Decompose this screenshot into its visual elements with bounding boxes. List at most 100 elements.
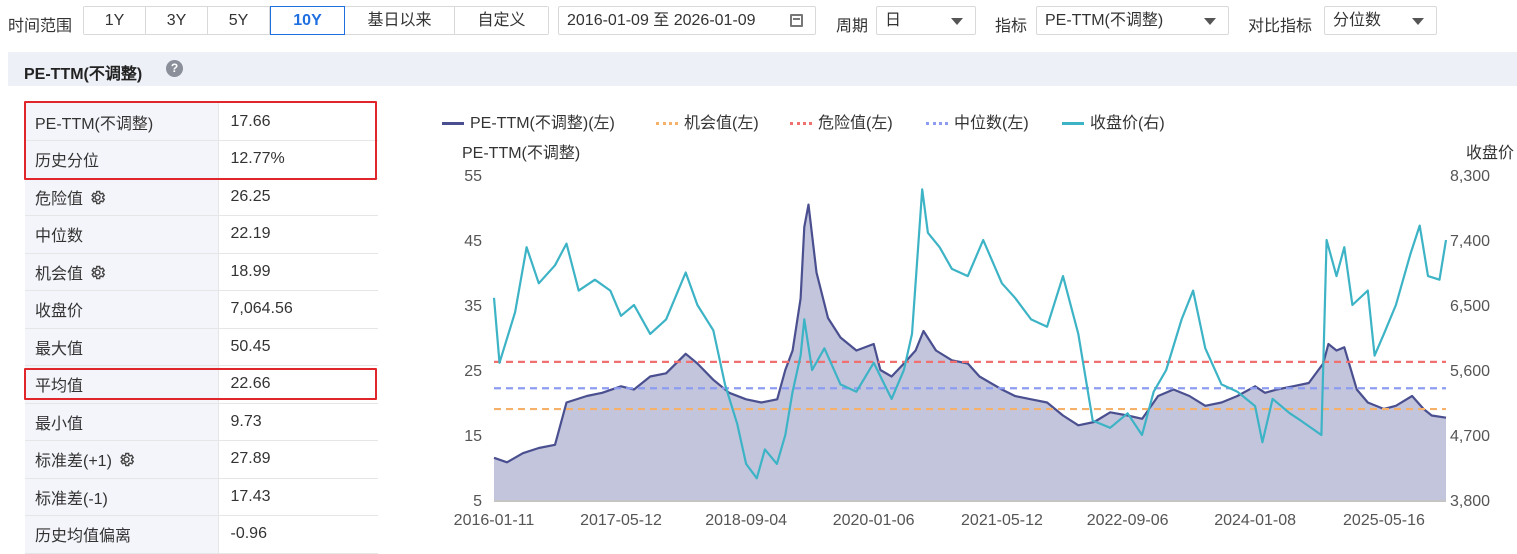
- compare-select[interactable]: 分位数: [1324, 6, 1437, 35]
- stat-label: 标准差(-1): [25, 478, 218, 516]
- highlight-box-current: [24, 101, 377, 180]
- stat-value: 17.43: [217, 478, 378, 516]
- stat-value: 17.66: [217, 103, 378, 141]
- gear-icon[interactable]: [89, 264, 106, 281]
- stats-row: 历史均值偏离 -0.96: [25, 515, 378, 554]
- pe-area: [494, 204, 1446, 500]
- legend-item-danger[interactable]: 危险值(左): [790, 109, 893, 133]
- stat-label: 平均值: [25, 365, 218, 404]
- stat-label-text: 最大值: [35, 340, 84, 358]
- stat-label: 危险值: [25, 178, 218, 216]
- y-axis-left-title: PE-TTM(不调整): [462, 144, 580, 162]
- range-5y-button[interactable]: 5Y: [208, 7, 270, 34]
- stat-value: 9.73: [217, 403, 378, 441]
- legend-pe-label: PE-TTM(不调整)(左): [470, 115, 615, 132]
- close-price-line: [492, 188, 1448, 480]
- highlight-box-average: [24, 368, 377, 400]
- legend-item-opportunity[interactable]: 机会值(左): [656, 109, 759, 133]
- legend-item-pe[interactable]: PE-TTM(不调整)(左): [442, 109, 615, 133]
- section-title: PE-TTM(不调整): [24, 66, 143, 83]
- stat-label-text: 机会值: [35, 265, 84, 283]
- legend-median-swatch: [926, 122, 948, 126]
- stats-row: 机会值 18.99: [25, 253, 378, 291]
- date-range-value: 2016-01-09 至 2026-01-09: [567, 12, 756, 29]
- stat-label-text: 标准差(-1): [35, 490, 108, 508]
- stats-row: 平均值 22.66: [25, 365, 378, 404]
- help-icon[interactable]: ?: [166, 60, 183, 77]
- y-left-tick-label: 35: [464, 298, 482, 315]
- period-label: 周期: [836, 18, 869, 35]
- stats-row: 标准差(-1) 17.43: [25, 478, 378, 516]
- stat-label-text: 历史均值偏离: [35, 528, 132, 546]
- period-select[interactable]: 日: [876, 6, 976, 35]
- legend-pe-swatch: [442, 122, 464, 126]
- stat-label: 中位数: [25, 215, 218, 254]
- stats-table: PE-TTM(不调整) 17.66 历史分位 12.77% 危险值 26.25 中位数 22.…: [25, 103, 378, 554]
- stat-label: 历史均值偏离: [25, 515, 218, 554]
- y-right-tick-label: 8,300: [1450, 168, 1490, 185]
- stat-label: 最小值: [25, 403, 218, 441]
- y-left-tick-label: 25: [464, 363, 482, 380]
- stat-label-text: 中位数: [35, 228, 84, 246]
- legend-danger-label: 危险值(左): [818, 115, 893, 132]
- range-3y-button[interactable]: 3Y: [146, 7, 208, 34]
- range-10y-button[interactable]: 10Y: [270, 6, 345, 35]
- stats-row: 最小值 9.73: [25, 403, 378, 441]
- legend-median-label: 中位数(左): [954, 115, 1029, 132]
- stats-row: 危险值 26.25: [25, 178, 378, 216]
- legend-item-close[interactable]: 收盘价(右): [1062, 109, 1165, 133]
- y-right-tick-label: 7,400: [1450, 233, 1490, 250]
- x-tick-label: 2018-09-04: [705, 512, 787, 529]
- stat-label: PE-TTM(不调整): [25, 103, 218, 141]
- x-tick-label: 2016-01-11: [454, 512, 535, 529]
- compare-label: 对比指标: [1248, 18, 1313, 35]
- stat-value: -0.96: [217, 515, 378, 554]
- stat-label-text: 收盘价: [35, 303, 84, 321]
- range-since-base-button[interactable]: 基日以来: [345, 7, 455, 34]
- y-right-tick-label: 5,600: [1450, 363, 1490, 380]
- stat-value: 26.25: [217, 178, 378, 216]
- y-left-tick-label: 15: [464, 428, 482, 445]
- stats-row: 最大值 50.45: [25, 328, 378, 366]
- stats-row: PE-TTM(不调整) 17.66: [25, 103, 378, 141]
- y-right-tick-label: 4,700: [1450, 428, 1490, 445]
- y-axis-right-title: 收盘价: [1466, 143, 1514, 162]
- time-range-label: 时间范围: [8, 18, 73, 35]
- stat-value: 22.66: [217, 365, 378, 404]
- indicator-select[interactable]: PE-TTM(不调整): [1036, 6, 1229, 35]
- y-left-tick-label: 55: [464, 168, 482, 185]
- stat-value: 18.99: [217, 253, 378, 291]
- x-tick-label: 2021-05-12: [961, 512, 1043, 529]
- stat-value: 50.45: [217, 328, 378, 366]
- stats-row: 历史分位 12.77%: [25, 140, 378, 179]
- x-tick-label: 2020-01-06: [833, 512, 915, 529]
- stats-row: 标准差(+1) 27.89: [25, 440, 378, 479]
- range-1y-button[interactable]: 1Y: [84, 7, 146, 34]
- stats-row: 中位数 22.19: [25, 215, 378, 254]
- indicator-select-value: PE-TTM(不调整): [1045, 12, 1164, 29]
- gear-icon[interactable]: [118, 451, 135, 468]
- stat-label-text: 标准差(+1): [35, 453, 112, 471]
- stat-label-text: 历史分位: [35, 153, 100, 171]
- section-header: PE-TTM(不调整) ?: [8, 52, 1517, 86]
- legend-opportunity-swatch: [656, 122, 678, 126]
- y-right-tick-label: 6,500: [1450, 298, 1490, 315]
- legend-item-median[interactable]: 中位数(左): [926, 109, 1029, 133]
- chevron-down-icon: [1204, 18, 1216, 25]
- calendar-icon: [790, 14, 803, 27]
- pe-line: [493, 203, 1447, 464]
- stat-label-text: 危险值: [35, 190, 84, 208]
- range-custom-button[interactable]: 自定义: [455, 7, 548, 34]
- stat-label: 标准差(+1): [25, 440, 218, 479]
- gear-icon[interactable]: [89, 189, 106, 206]
- stats-row: 收盘价 7,064.56: [25, 290, 378, 329]
- indicator-label: 指标: [995, 18, 1028, 35]
- x-tick-label: 2022-09-06: [1087, 512, 1169, 529]
- toolbar: 时间范围 1Y 3Y 5Y 10Y 基日以来 自定义 2016-01-09 至 …: [0, 0, 1517, 44]
- range-button-group: 1Y 3Y 5Y 10Y 基日以来 自定义: [83, 6, 549, 35]
- stat-label: 收盘价: [25, 290, 218, 329]
- date-range-input[interactable]: 2016-01-09 至 2026-01-09: [558, 6, 816, 35]
- legend-close-swatch: [1062, 122, 1084, 126]
- period-select-value: 日: [885, 12, 902, 29]
- chart-plot[interactable]: PE-TTM(不调整) 收盘价 55 45 35 25 15 5 8,300 7,400 6,500…: [420, 100, 1517, 554]
